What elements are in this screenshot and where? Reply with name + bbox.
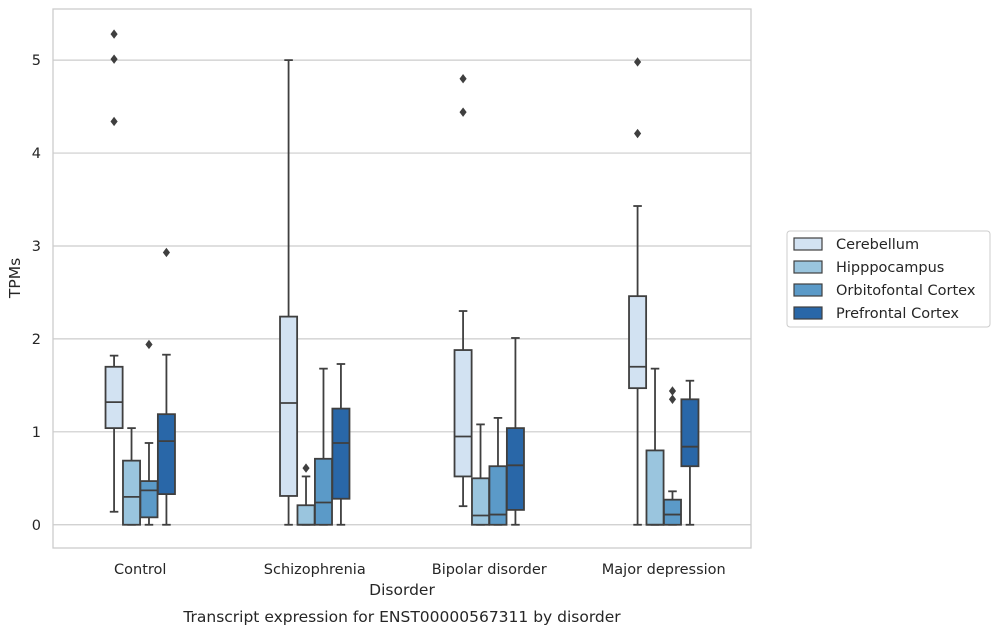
box [663, 386, 682, 526]
outlier-point [162, 247, 171, 258]
x-tick-label: Bipolar disorder [432, 562, 547, 578]
legend-swatch [793, 306, 823, 320]
outlier-point [459, 107, 467, 117]
box-iqr [104, 365, 124, 430]
outlier-point [110, 54, 118, 64]
box [471, 423, 490, 526]
box-iqr [488, 465, 508, 526]
x-tick-label: Major depression [602, 562, 726, 578]
y-axis-ticks: 0 1 2 3 4 5 [32, 53, 41, 534]
y-tick-label: 1 [32, 425, 41, 441]
y-tick-label: 2 [32, 332, 41, 348]
outlier-point [668, 386, 677, 396]
legend-items: Cerebellum Hipppocampus Orbitofontal Corte… [793, 237, 976, 322]
box [296, 463, 316, 526]
legend-label: Orbitofontal Cortex [836, 283, 976, 299]
legend-label: Hipppocampus [836, 260, 944, 276]
x-axis-ticks: Control Schizophrenia Bipolar disorder Majo… [114, 562, 726, 578]
outlier-point [110, 116, 118, 127]
legend: Cerebellum Hipppocampus Orbitofontal Corte… [786, 230, 991, 328]
box [122, 427, 141, 526]
box-iqr [279, 315, 299, 497]
box [680, 379, 700, 526]
box [628, 57, 648, 526]
outlier-point [633, 57, 642, 67]
outlier-point [145, 339, 153, 350]
box-iqr [663, 498, 682, 526]
box-iqr [296, 504, 316, 526]
box [156, 247, 176, 526]
series-group [156, 247, 700, 526]
plot-area-frame [52, 8, 752, 549]
chart-caption: Transcript expression for ENST0000056731… [182, 608, 621, 626]
box-iqr [471, 477, 490, 526]
box [331, 363, 351, 526]
box-iqr [628, 295, 648, 390]
outlier-point [459, 74, 467, 84]
y-tick-label: 3 [32, 239, 41, 255]
y-tick-label: 5 [32, 53, 41, 69]
legend-swatch [793, 260, 823, 274]
box-iqr [331, 407, 351, 500]
outlier-point [302, 463, 310, 473]
series-group [139, 339, 682, 526]
box [453, 74, 473, 508]
box-iqr [122, 459, 141, 526]
box [314, 367, 333, 526]
box [645, 367, 665, 526]
box [279, 59, 299, 526]
outlier-point [110, 29, 118, 39]
legend-swatch [793, 283, 823, 297]
box-iqr [139, 480, 159, 519]
legend-frame [786, 230, 991, 328]
box-iqr [453, 349, 473, 478]
box-iqr [645, 449, 665, 526]
x-tick-label: Control [114, 562, 166, 578]
box [505, 337, 525, 526]
box-series [104, 29, 700, 526]
y-tick-label: 4 [32, 146, 41, 162]
x-axis-label: Disorder [369, 581, 435, 599]
outlier-point [668, 394, 677, 405]
y-tick-label: 0 [32, 518, 41, 534]
box [139, 339, 159, 526]
box [488, 416, 508, 526]
series-group [104, 29, 648, 526]
box-iqr [156, 413, 176, 496]
legend-label: Cerebellum [836, 237, 919, 253]
box-iqr [314, 457, 333, 526]
x-tick-label: Schizophrenia [264, 562, 366, 578]
box-iqr [680, 398, 700, 468]
outlier-point [633, 128, 642, 139]
y-axis-label: TPMs [6, 258, 24, 299]
box [104, 29, 124, 513]
legend-swatch [793, 237, 823, 251]
box-iqr [505, 427, 525, 511]
series-group [122, 367, 665, 526]
legend-label: Prefrontal Cortex [836, 306, 959, 322]
